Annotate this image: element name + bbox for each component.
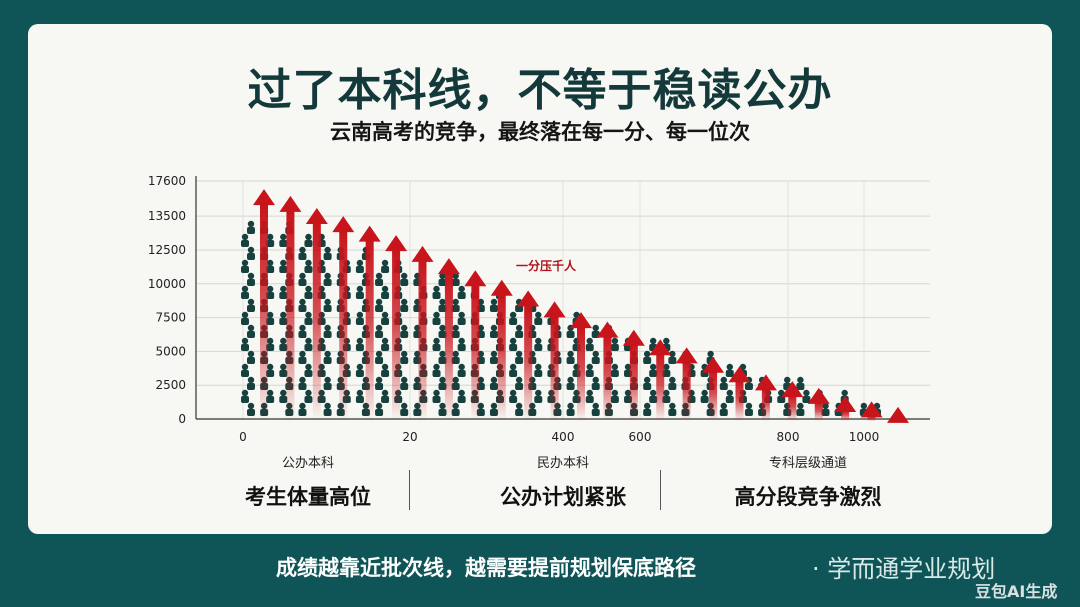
people-column [585, 324, 600, 416]
red-arrow [358, 225, 381, 421]
red-arrow [411, 245, 434, 421]
category-caption: 考生体量高位 [245, 485, 371, 509]
y-tick-label: 2500 [155, 378, 186, 392]
red-arrow [253, 189, 275, 421]
y-tick-label: 0 [178, 412, 186, 426]
page-title: 过了本科线，不等于稳读公办 [247, 65, 833, 116]
red-arrow [385, 235, 408, 421]
red-arrow [332, 216, 355, 421]
y-tick-label: 7500 [155, 311, 186, 325]
category-vocational: 专科层级通道 高分段竞争激烈 [683, 452, 933, 511]
people-column [432, 272, 447, 416]
annotation-label: 一分压千人 [516, 258, 577, 273]
category-private-undergrad: 民办本科 公办计划紧张 [438, 452, 688, 511]
red-arrow [702, 356, 725, 421]
red-arrow [649, 339, 672, 421]
x-tick-label: 20 [402, 430, 417, 444]
category-caption: 公办计划紧张 [500, 485, 626, 509]
red-arrows [253, 189, 909, 423]
people-column [719, 363, 734, 416]
red-arrow [543, 301, 566, 421]
page-subtitle: 云南高考的竞争，最终落在每一分、每一位次 [330, 120, 750, 144]
red-arrow [464, 270, 487, 421]
people-column [451, 272, 466, 416]
divider [660, 470, 661, 510]
red-arrow [596, 321, 619, 421]
main-card: 过了本科线，不等于稳读公办 云南高考的竞争，最终落在每一分、每一位次 17600… [28, 24, 1052, 534]
x-tick-label: 0 [239, 430, 247, 444]
red-arrow [490, 279, 513, 421]
category-label: 公办本科 [281, 456, 334, 471]
y-tick-label: 10000 [148, 277, 186, 291]
x-tick-label: 600 [629, 430, 652, 444]
x-tick-label: 1000 [849, 430, 880, 444]
red-arrow [675, 347, 698, 421]
x-tick-label: 400 [552, 430, 575, 444]
category-label: 专科层级通道 [768, 456, 847, 471]
red-arrow [754, 374, 777, 421]
chart-grid [196, 180, 930, 420]
y-tick-label: 5000 [155, 344, 186, 358]
category-caption: 高分段竞争激烈 [734, 485, 882, 509]
red-arrow [517, 290, 540, 421]
red-arrow [781, 381, 804, 421]
divider [409, 470, 410, 510]
people-column [509, 298, 524, 416]
people-column [241, 220, 255, 416]
category-labels: 公办本科 考生体量高位 民办本科 公办计划紧张 专科层级通道 高分段竞争激烈 [28, 452, 1052, 522]
red-arrow [728, 366, 751, 421]
y-tick-label: 12500 [148, 243, 186, 257]
red-arrow [437, 258, 460, 421]
red-arrow [279, 195, 302, 421]
category-label: 民办本科 [536, 456, 589, 471]
red-arrow [807, 387, 830, 421]
category-public-undergrad: 公办本科 考生体量高位 [183, 452, 433, 511]
people-column [566, 311, 581, 416]
people-column [796, 376, 811, 416]
chart-axes: 17600 13500 12500 10000 7500 5000 2500 0 0 20 400 6… [148, 174, 930, 444]
people-column [375, 259, 390, 416]
red-arrow [834, 396, 857, 421]
y-tick-label: 17600 [148, 174, 186, 188]
people-column [298, 233, 313, 416]
bottom-slogan: 成绩越靠近批次线，越需要提前规划保底路径 [276, 556, 696, 580]
red-arrow [622, 329, 645, 421]
red-arrow [860, 401, 883, 421]
brand-name: · 学而通学业规划 [812, 555, 996, 583]
x-tick-label: 800 [777, 430, 800, 444]
people-column [777, 376, 792, 416]
competition-chart: 17600 13500 12500 10000 7500 5000 2500 0 0 20 400 6… [148, 174, 930, 444]
red-arrow [570, 312, 592, 421]
red-arrow [887, 406, 909, 423]
y-tick-label: 13500 [148, 209, 186, 223]
people-column [643, 337, 658, 416]
ai-watermark: 豆包AI生成 [975, 582, 1058, 601]
people-column [317, 233, 332, 416]
red-arrow [305, 208, 328, 421]
